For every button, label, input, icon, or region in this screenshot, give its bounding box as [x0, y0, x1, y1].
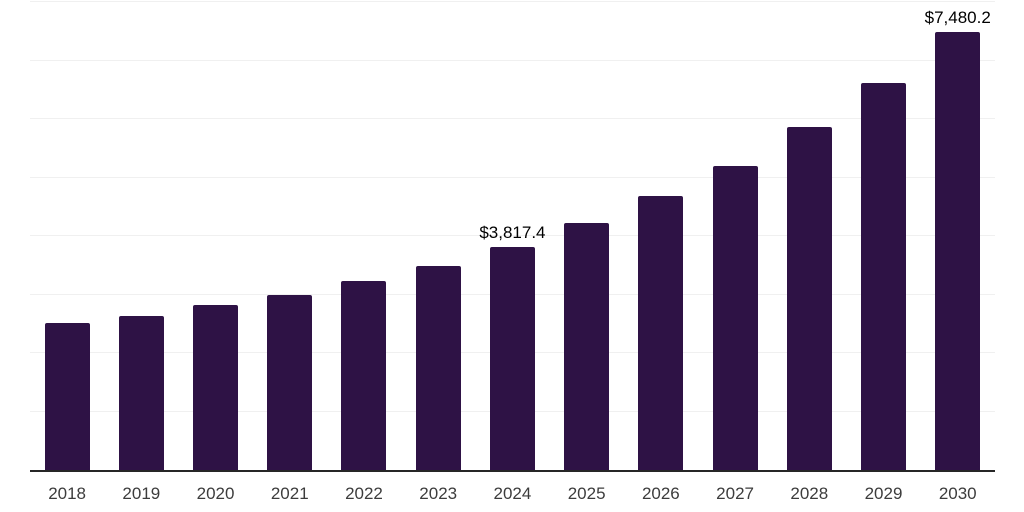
bar-column-2021	[267, 2, 313, 470]
bar-2027	[712, 165, 758, 470]
x-tick-label-2027: 2027	[716, 484, 754, 503]
bar-2020	[193, 305, 239, 470]
gridline-8000	[30, 1, 995, 2]
plot-area: $3,817.4 $7,480.2	[30, 1, 995, 470]
bar-column-2025	[564, 2, 610, 470]
bar-column-2019	[118, 2, 164, 470]
bar-value-label-2030: $7,480.2	[924, 8, 991, 28]
x-tick-label-2018: 2018	[48, 484, 87, 503]
x-tick-label-2029: 2029	[864, 484, 903, 503]
x-tick-label-2021: 2021	[270, 484, 309, 503]
gridline-7000	[30, 59, 995, 61]
x-tick-label-2020: 2020	[196, 484, 235, 503]
bar-2024	[489, 246, 535, 470]
bar-2019	[118, 316, 164, 470]
bar-2018	[44, 323, 90, 470]
bar-column-2026	[638, 2, 684, 470]
bar-2030	[935, 32, 981, 470]
x-tick-label-2022: 2022	[345, 484, 383, 503]
bar-column-2027	[712, 2, 758, 470]
bar-2021	[267, 294, 313, 470]
bar-2028	[786, 126, 832, 470]
bars-row: $3,817.4 $7,480.2	[30, 2, 995, 470]
x-tick-label-2026: 2026	[641, 484, 680, 503]
bar-column-2023	[415, 2, 461, 470]
bar-2023	[415, 265, 461, 470]
bar-2025	[564, 223, 610, 470]
bar-2029	[861, 82, 907, 470]
x-tick-label-2030: 2030	[938, 484, 977, 503]
bar-2022	[341, 281, 387, 470]
bar-column-2018	[44, 2, 90, 470]
bar-column-2024: $3,817.4	[479, 2, 546, 470]
x-axis-labels: 2018 2019 2020 2021 2022 2023 2024 2025 2026 2027…	[30, 484, 995, 503]
bar-column-2020	[193, 2, 239, 470]
bar-2026	[638, 195, 684, 470]
x-tick-label-2019: 2019	[122, 484, 161, 503]
x-tick-label-2024: 2024	[493, 484, 532, 503]
gridline-6000	[30, 118, 995, 119]
gridline-4000	[30, 235, 995, 236]
bar-column-2022	[341, 2, 387, 470]
x-tick-label-2023: 2023	[419, 484, 458, 503]
bar-value-label-2024: $3,817.4	[479, 222, 546, 242]
x-axis-line	[30, 470, 995, 472]
x-tick-label-2025: 2025	[567, 484, 606, 503]
bar-column-2029	[861, 2, 907, 470]
bar-column-2030: $7,480.2	[925, 2, 991, 470]
x-tick-label-2028: 2028	[790, 484, 829, 503]
gridline-5000	[30, 176, 995, 178]
bar-column-2028	[786, 2, 832, 470]
